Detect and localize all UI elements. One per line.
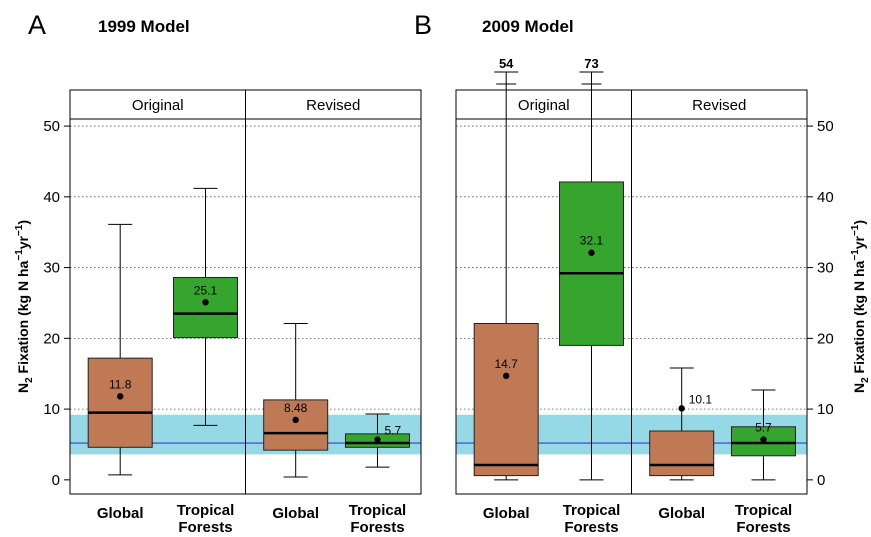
y-tick-label: 50 xyxy=(817,118,834,135)
panel-title: 2009 Model xyxy=(482,17,574,36)
y-tick-label: 30 xyxy=(817,260,834,277)
mean-label: 5.7 xyxy=(755,421,772,435)
category-label: Forests xyxy=(564,519,618,536)
mean-point xyxy=(202,299,209,306)
y-axis-label-part: −1 xyxy=(14,224,25,236)
mean-point xyxy=(588,249,595,256)
panel-title: 1999 Model xyxy=(98,17,190,36)
y-tick-label: 30 xyxy=(43,260,60,277)
box-1: 11.8 Global xyxy=(87,223,153,522)
mean-point xyxy=(502,372,510,380)
category-label: Tropical xyxy=(177,502,235,519)
y-axis-label-part: 2 xyxy=(24,377,35,383)
y-tick-label: 20 xyxy=(43,330,60,347)
category-label: Global xyxy=(483,505,530,522)
y-axis-label-part: ) xyxy=(851,220,867,225)
y-tick-label: 10 xyxy=(817,401,834,418)
mean-point xyxy=(760,436,767,443)
y-axis-label-part: N xyxy=(851,383,867,393)
y-axis-label-part: −1 xyxy=(850,249,861,261)
y-axis-label: N2 Fixation (kg N ha−1yr−1) xyxy=(14,220,35,393)
y-axis-label-part: ) xyxy=(15,220,31,225)
box-1: 54 14.7 Global xyxy=(473,56,539,522)
y-axis-label-part: 2 xyxy=(860,377,871,383)
mean-point xyxy=(292,416,299,424)
box-body xyxy=(172,276,238,339)
section-label: Original xyxy=(518,97,570,114)
box-body xyxy=(473,322,539,477)
category-label: Global xyxy=(272,505,319,522)
panel-letter: A xyxy=(28,10,46,40)
mean-label: 14.7 xyxy=(495,357,519,371)
mean-label: 32.1 xyxy=(580,234,604,248)
panel-a: A 1999 Model Original Revised 0 10 20 30 40 50 N2 … xyxy=(14,10,422,536)
section-label: Revised xyxy=(306,97,360,114)
category-label: Tropical xyxy=(349,502,407,519)
y-tick-label: 0 xyxy=(817,472,825,489)
y-axis-label: N2 Fixation (kg N ha−1yr−1) xyxy=(850,220,871,393)
y-axis-label-part: Fixation (kg N ha xyxy=(851,260,867,377)
y-tick-label: 50 xyxy=(43,118,60,135)
y-axis-label-part: N xyxy=(15,383,31,393)
box-body xyxy=(263,399,329,451)
y-tick-label: 10 xyxy=(43,401,60,418)
box-3: 8.48 Global xyxy=(263,322,329,522)
panel-letter: B xyxy=(414,10,432,40)
y-tick-label: 40 xyxy=(43,189,60,206)
y-tick-label: 20 xyxy=(817,330,834,347)
box-body xyxy=(649,430,715,477)
y-tick-label: 0 xyxy=(52,472,60,489)
mean-label: 8.48 xyxy=(284,401,308,415)
mean-label: 25.1 xyxy=(194,283,218,297)
panel-b: B 2009 Model Original Revised 0 10 20 30 40 50 N2 … xyxy=(414,10,871,536)
category-label: Tropical xyxy=(735,502,793,519)
whisker-max-label: 73 xyxy=(584,56,598,71)
y-axis-label-part: −1 xyxy=(850,224,861,236)
category-label: Tropical xyxy=(563,502,621,519)
box-body xyxy=(558,181,624,346)
y-tick-label: 40 xyxy=(817,189,834,206)
mean-point xyxy=(116,393,124,400)
category-label: Forests xyxy=(736,519,790,536)
y-axis-label-part: yr xyxy=(851,235,867,249)
category-label: Forests xyxy=(350,519,404,536)
y-axis-label-part: −1 xyxy=(14,249,25,261)
category-label: Global xyxy=(97,505,144,522)
mean-label: 5.7 xyxy=(384,424,401,438)
box-body xyxy=(87,357,153,448)
box-3: 10.1 Global xyxy=(649,367,715,522)
section-label: Original xyxy=(132,97,184,114)
category-label: Global xyxy=(658,505,705,522)
mean-point xyxy=(374,436,381,443)
mean-label: 11.8 xyxy=(109,377,132,391)
section-label: Revised xyxy=(692,97,746,114)
mean-point xyxy=(678,405,685,412)
whisker-max-label: 54 xyxy=(499,56,514,71)
mean-label: 10.1 xyxy=(689,392,713,406)
y-axis-label-part: yr xyxy=(15,235,31,249)
y-axis-label-part: Fixation (kg N ha xyxy=(15,260,31,377)
category-label: Forests xyxy=(178,519,232,536)
